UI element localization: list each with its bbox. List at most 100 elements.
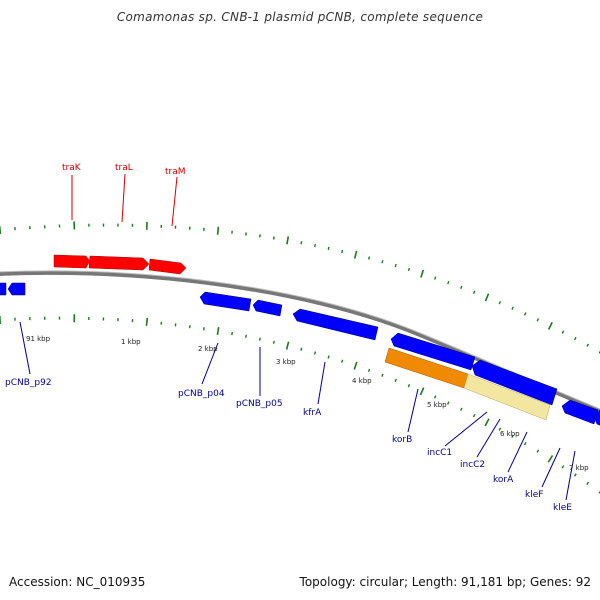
kbp-label-91: 91 kbp (26, 335, 51, 343)
gene-traL[interactable] (88, 255, 150, 271)
tick-mark (327, 246, 330, 250)
tick-mark (484, 418, 490, 427)
tick-mark (420, 269, 425, 278)
tick-mark (598, 490, 600, 494)
tick-mark (446, 401, 450, 405)
label-kleF[interactable]: kleF (525, 490, 543, 500)
tick-mark (536, 449, 540, 453)
tick-mark (286, 236, 290, 245)
kbp-label-5: 5 kbp (427, 401, 447, 409)
tick-mark (313, 351, 317, 355)
tick-mark (433, 395, 437, 399)
label-incC2[interactable]: incC2 (460, 460, 485, 470)
label-korB[interactable]: korB (392, 435, 412, 445)
kbp-scale-labels: 91 kbp 1 kbp 2 kbp 3 kbp 4 kbp 5 kbp 6 k… (26, 335, 589, 472)
label-pCNB_p05[interactable]: pCNB_p05 (236, 399, 283, 409)
tick-mark (394, 263, 397, 268)
kbp-label-6: 6 kbp (500, 430, 520, 438)
label-korA[interactable]: korA (493, 475, 514, 485)
tick-mark (203, 327, 205, 331)
tick-mark (511, 306, 514, 310)
tick-mark (523, 441, 527, 446)
gene-pCNB_p92-b[interactable] (7, 282, 26, 296)
tick-mark (459, 407, 463, 411)
tick-mark (498, 427, 502, 431)
tick-mark (407, 384, 411, 388)
tick-mark (216, 326, 220, 336)
gene-korB[interactable] (390, 332, 476, 371)
tick-mark (511, 434, 514, 438)
gene-kleF[interactable] (561, 399, 599, 425)
tick-mark (447, 280, 450, 285)
label-incC1[interactable]: incC1 (427, 448, 452, 458)
tick-mark (419, 387, 425, 396)
summary-text: Topology: circular; Length: 91,181 bp; G… (299, 575, 591, 589)
label-traL[interactable]: traL (115, 163, 133, 173)
reverse-genes (0, 282, 600, 428)
tick-mark (394, 378, 397, 383)
tick-mark (547, 455, 554, 463)
tick-mark (460, 285, 463, 290)
kbp-label-2: 2 kbp (198, 345, 218, 353)
tick-mark (341, 249, 344, 254)
tick-mark (573, 473, 577, 477)
outer-tick-ring (0, 221, 600, 354)
tick-mark (407, 267, 411, 272)
tick-mark (381, 373, 384, 377)
tick-mark (536, 318, 540, 322)
forward-gene-labels: traK traL traM (62, 163, 186, 177)
tick-mark (367, 368, 371, 373)
tick-mark (523, 312, 527, 316)
map-title: Comamonas sp. CNB-1 plasmid pCNB, comple… (116, 10, 484, 24)
tick-mark (285, 341, 290, 350)
accession-text: Accession: NC_010935 (9, 575, 146, 589)
kbp-label-3: 3 kbp (276, 358, 296, 366)
tick-mark (573, 336, 577, 341)
tick-mark (381, 260, 384, 264)
forward-genes (53, 254, 187, 275)
gene-traK[interactable] (53, 254, 91, 269)
label-kfrA[interactable]: kfrA (303, 408, 322, 418)
gene-kfrA[interactable] (292, 308, 379, 341)
tick-mark (547, 321, 553, 330)
kbp-label-4: 4 kbp (352, 377, 372, 385)
tick-mark (353, 361, 358, 370)
inner-tick-ring (0, 314, 600, 494)
label-traK[interactable]: traK (62, 163, 82, 173)
kbp-label-1: 1 kbp (121, 338, 141, 346)
gene-pCNB_p92-a[interactable] (0, 282, 7, 296)
tick-mark (314, 243, 316, 248)
callout-lines (19, 173, 576, 501)
tick-mark (434, 276, 437, 280)
tick-mark (368, 256, 371, 260)
reverse-gene-labels: pCNB_p92 pCNB_p04 pCNB_p05 kfrA korB inc… (5, 378, 572, 513)
tick-mark (353, 250, 358, 259)
tick-mark (145, 317, 149, 326)
tick-mark (259, 234, 261, 238)
kbp-label-7: 7 kbp (569, 464, 589, 472)
gene-pCNB_p05[interactable] (252, 299, 283, 317)
gene-traM[interactable] (148, 258, 187, 275)
gene-pCNB_p04[interactable] (199, 291, 252, 312)
tick-mark (327, 355, 330, 359)
tick-mark (231, 331, 233, 336)
tick-mark (484, 293, 490, 302)
feature-incC2[interactable] (463, 373, 551, 421)
label-kleE[interactable]: kleE (553, 503, 572, 513)
gene-korA[interactable] (471, 359, 558, 406)
tick-mark (472, 290, 476, 294)
tick-mark (300, 241, 303, 245)
tick-mark (561, 330, 565, 334)
tick-mark (586, 481, 590, 485)
tick-mark (272, 340, 275, 344)
tick-mark (586, 343, 590, 347)
label-pCNB_p92[interactable]: pCNB_p92 (5, 378, 52, 388)
tick-mark (561, 465, 565, 469)
tick-mark (245, 334, 247, 338)
label-pCNB_p04[interactable]: pCNB_p04 (178, 389, 225, 399)
tick-mark (341, 359, 344, 363)
gene-kleE[interactable] (593, 409, 600, 428)
tick-mark (216, 226, 220, 235)
label-traM[interactable]: traM (165, 167, 186, 177)
